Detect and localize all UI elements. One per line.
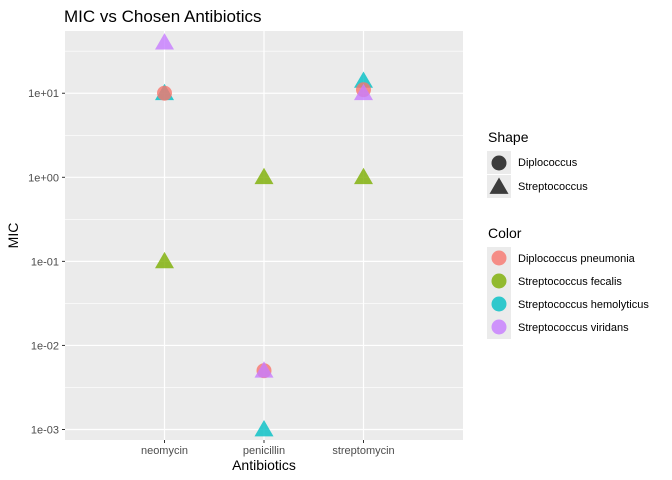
shape-legend-label: Streptococcus [518, 181, 588, 193]
data-point [254, 167, 274, 185]
shape-legend-title: Shape [488, 129, 529, 145]
x-axis-ticks: neomycin penicillin streptomycin [141, 440, 395, 457]
x-tick-label: penicillin [243, 445, 285, 457]
data-points [155, 33, 373, 437]
data-point [354, 83, 373, 101]
data-point [354, 71, 373, 88]
y-tick-label: 1e+00 [28, 172, 59, 184]
x-axis-title: Antibiotics [232, 457, 296, 473]
x-tick-label: neomycin [141, 445, 188, 457]
color-legend-title: Color [488, 225, 522, 241]
color-legend-label: Streptococcus fecalis [518, 276, 622, 288]
data-point [254, 361, 274, 378]
color-legend: Color Diplococcus pneumonia Streptococcus… [487, 225, 649, 339]
data-point [157, 85, 172, 101]
data-point [155, 33, 174, 50]
shape-legend: Shape Diplococcus Streptococcus [487, 129, 588, 198]
data-point [155, 251, 174, 269]
x-tick-label: streptomycin [332, 445, 394, 457]
y-tick-label: 1e-03 [31, 424, 59, 436]
shape-legend-label: Diplococcus [518, 157, 578, 169]
legend-key-swatch [491, 319, 507, 335]
legend-key-swatch [491, 296, 507, 312]
legend-key-triangle [489, 177, 509, 194]
y-tick-label: 1e+01 [28, 88, 59, 100]
color-legend-label: Streptococcus viridans [518, 322, 629, 334]
legend-key-circle [491, 155, 507, 171]
color-legend-label: Streptococcus hemolyticus [518, 299, 649, 311]
y-axis-title: MIC [5, 223, 21, 249]
chart-title: MIC vs Chosen Antibiotics [64, 7, 261, 26]
color-legend-label: Diplococcus pneumonia [518, 253, 636, 265]
y-tick-label: 1e-01 [31, 256, 59, 268]
y-axis-ticks: 1e-03 1e-02 1e-01 1e+00 1e+01 [28, 88, 65, 436]
legend-key-swatch [491, 273, 507, 289]
legend-key-swatch [491, 250, 507, 266]
data-point [354, 167, 373, 185]
data-point [254, 419, 274, 437]
y-tick-label: 1e-02 [31, 340, 59, 352]
